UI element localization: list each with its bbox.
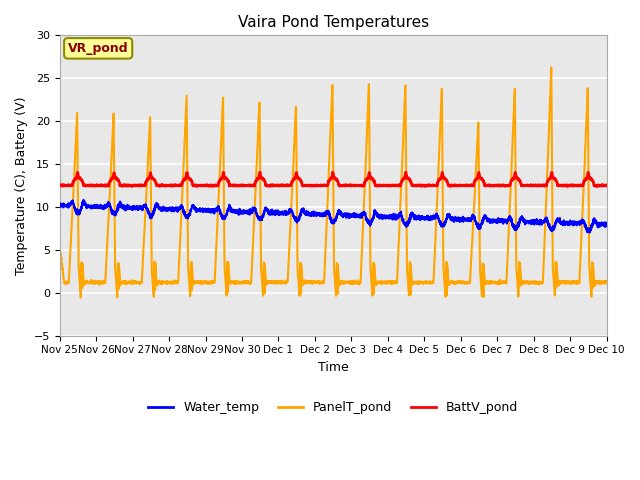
Water_temp — [209, 208, 216, 214]
PanelT_pond — [209, 279, 216, 285]
BattV_pond — [387, 183, 394, 189]
BattV_pond — [551, 176, 559, 182]
PanelT_pond — [173, 279, 181, 285]
BattV_pond — [402, 169, 410, 175]
Water_temp — [173, 207, 181, 213]
PanelT_pond — [551, 285, 559, 291]
PanelT_pond — [77, 295, 84, 300]
PanelT_pond — [56, 247, 63, 252]
Water_temp — [56, 203, 63, 209]
BattV_pond — [447, 184, 454, 190]
BattV_pond — [603, 182, 611, 188]
Water_temp — [586, 230, 593, 236]
Text: VR_pond: VR_pond — [68, 42, 129, 55]
PanelT_pond — [396, 207, 404, 213]
Water_temp — [551, 224, 559, 229]
BattV_pond — [209, 183, 216, 189]
PanelT_pond — [603, 279, 611, 285]
X-axis label: Time: Time — [318, 361, 349, 374]
Title: Vaira Pond Temperatures: Vaira Pond Temperatures — [237, 15, 429, 30]
Water_temp — [387, 215, 394, 220]
PanelT_pond — [387, 279, 394, 285]
Line: PanelT_pond: PanelT_pond — [60, 68, 607, 298]
Water_temp — [79, 197, 87, 203]
PanelT_pond — [603, 280, 611, 286]
Water_temp — [603, 223, 611, 229]
BattV_pond — [396, 182, 404, 188]
Y-axis label: Temperature (C), Battery (V): Temperature (C), Battery (V) — [15, 96, 28, 275]
BattV_pond — [603, 182, 611, 188]
PanelT_pond — [547, 65, 555, 71]
Legend: Water_temp, PanelT_pond, BattV_pond: Water_temp, PanelT_pond, BattV_pond — [143, 396, 524, 419]
Line: BattV_pond: BattV_pond — [60, 172, 607, 187]
Water_temp — [603, 220, 611, 226]
BattV_pond — [56, 182, 63, 188]
BattV_pond — [173, 182, 180, 188]
Water_temp — [396, 211, 404, 216]
Line: Water_temp: Water_temp — [60, 200, 607, 233]
